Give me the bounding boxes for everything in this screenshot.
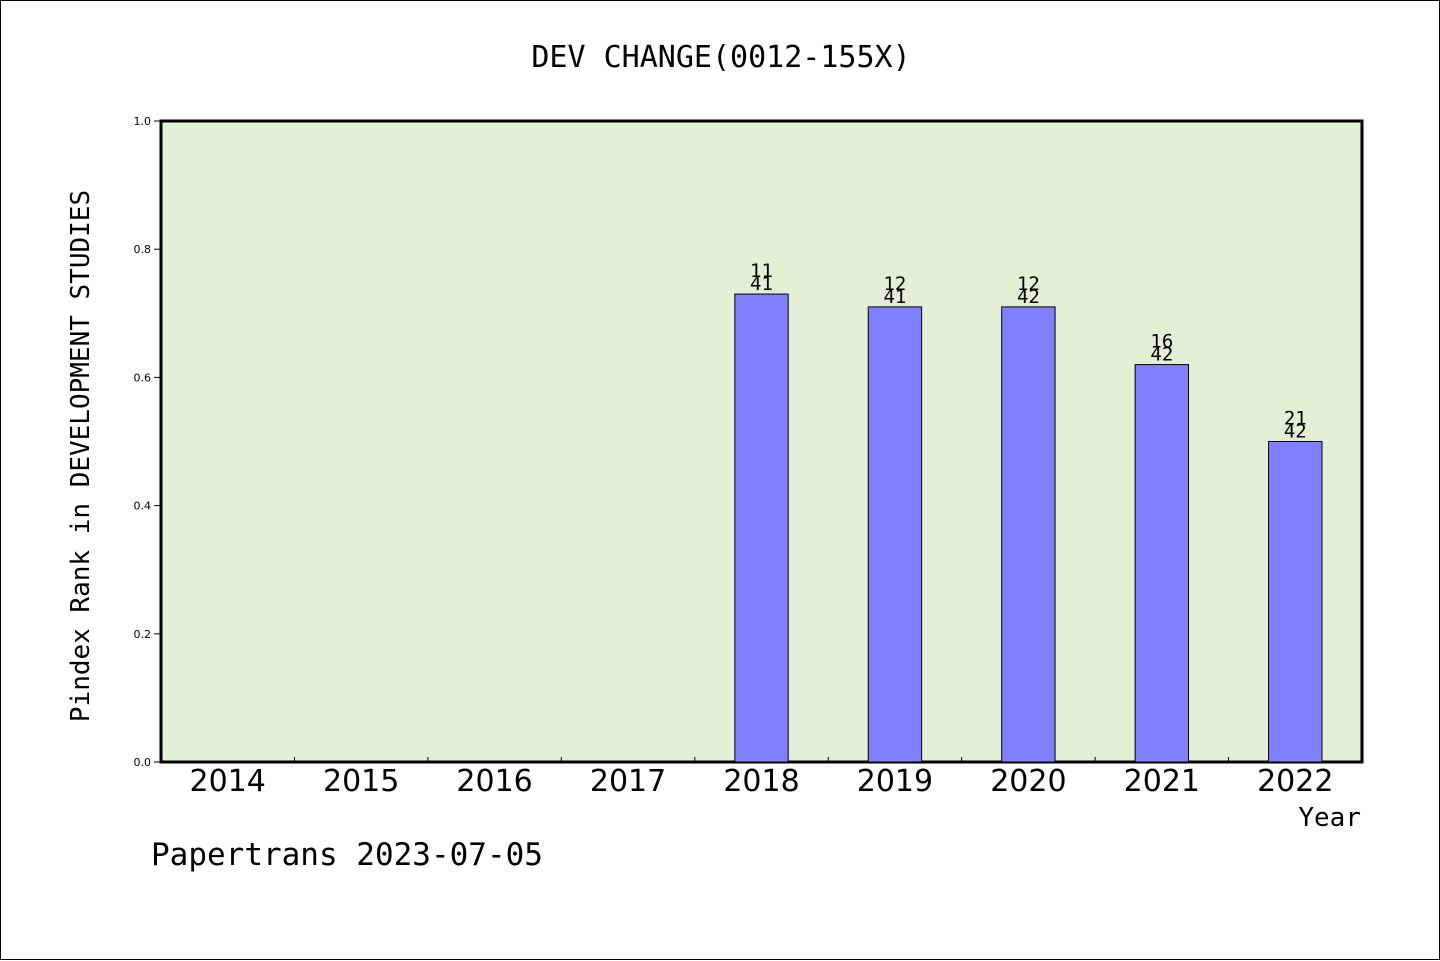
y-tick-label: 0.2: [134, 628, 152, 641]
x-tick-label: 2017: [590, 764, 666, 799]
bar-label-bottom: 42: [1284, 421, 1307, 443]
bar-label-bottom: 42: [1017, 286, 1040, 308]
bar: [1001, 306, 1056, 763]
bar-label-top: 11: [750, 260, 773, 282]
footer-text: Papertrans 2023-07-05: [151, 837, 543, 873]
y-tick-label: 0.8: [134, 243, 152, 256]
x-axis-label: Year: [1298, 803, 1361, 833]
x-axis: 2014 2015 2016 2017 2018 2019 2020 2021 2022: [190, 757, 1333, 799]
chart-title: DEV CHANGE(0012-155X): [531, 40, 910, 75]
bar-label-bottom: 42: [1150, 344, 1173, 366]
x-tick-label: 2019: [857, 764, 933, 799]
y-axis-label: Pindex Rank in DEVELOPMENT STUDIES: [66, 190, 96, 722]
y-axis: 0.0 0.2 0.4 0.6 0.8 1.0: [134, 115, 161, 769]
y-tick-label: 0.6: [134, 371, 152, 384]
bar-label-top: 21: [1284, 408, 1307, 430]
x-tick-label: 2018: [723, 764, 799, 799]
x-tick-label: 2015: [323, 764, 399, 799]
x-tick-label: 2021: [1124, 764, 1200, 799]
bar: [1134, 364, 1190, 763]
bar-label-top: 12: [1017, 273, 1040, 295]
x-tick-label: 2016: [456, 764, 532, 799]
bar-label-bottom: 41: [750, 273, 773, 295]
y-tick-label: 0.4: [134, 500, 152, 513]
x-tick-label: 2014: [190, 764, 266, 799]
bar: [867, 306, 923, 763]
bar: [734, 293, 789, 763]
y-tick-label: 1.0: [134, 115, 152, 128]
bar-label-top: 12: [883, 273, 906, 295]
bars: [734, 293, 1323, 763]
x-tick-label: 2022: [1257, 764, 1333, 799]
bar: [1268, 441, 1323, 763]
y-tick-label: 0.0: [134, 756, 152, 769]
bar-label-bottom: 41: [883, 286, 906, 308]
bar-label-top: 16: [1150, 331, 1173, 353]
x-tick-label: 2020: [990, 764, 1066, 799]
